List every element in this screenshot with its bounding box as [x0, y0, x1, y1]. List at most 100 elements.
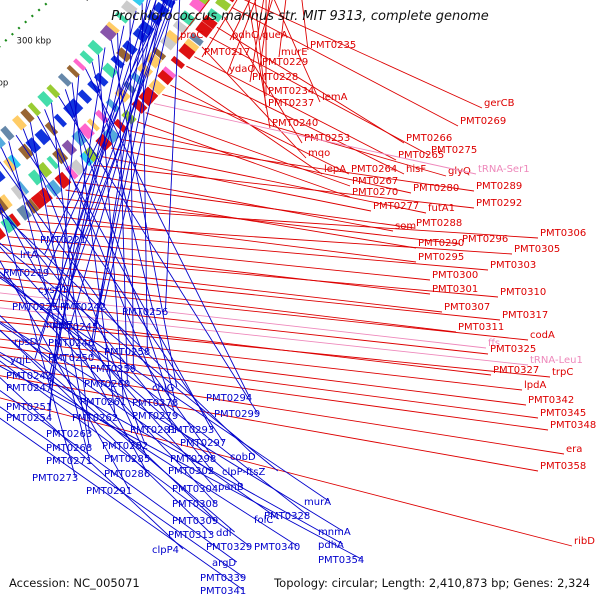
reverse-gene-block	[25, 137, 41, 154]
reverse-label-leader	[0, 322, 280, 520]
reverse-feature-block	[132, 0, 145, 6]
reverse-gene-label: PMT0242	[60, 302, 106, 313]
reverse-label-leader	[64, 89, 176, 416]
forward-label-leader	[111, 147, 427, 214]
forward-gene-block	[45, 179, 63, 197]
forward-gene-label: PMT0301	[432, 284, 478, 295]
reverse-gene-block	[34, 128, 51, 146]
reverse-gene-label: PMT0282	[102, 441, 148, 452]
reverse-label-leader	[0, 329, 212, 535]
reverse-gene-label: PMT0294	[206, 393, 252, 404]
reverse-label-leader	[0, 203, 148, 474]
forward-label-leader	[102, 156, 372, 212]
reverse-gene-label: PMT0251	[6, 402, 52, 413]
reverse-label-leader	[0, 360, 250, 547]
reverse-label-leader	[44, 109, 174, 430]
reverse-gene-label: PMT0354	[318, 555, 364, 566]
reverse-feature-block	[57, 73, 72, 87]
reverse-gene-label: PMT0263	[46, 429, 92, 440]
forward-feature-block	[28, 169, 44, 186]
reverse-gene-label: PMT0298	[170, 454, 216, 465]
reverse-label-leader	[54, 0, 169, 307]
topology-text: Topology: circular; Length: 2,410,873 bp…	[274, 576, 590, 590]
reverse-gene-label: PMT0329	[206, 542, 252, 553]
forward-gene-label: PMT0306	[540, 228, 586, 239]
forward-feature-block	[172, 19, 189, 35]
forward-gene-block	[201, 14, 218, 30]
forward-gene-label: ydaO	[229, 64, 255, 75]
reverse-label-leader	[0, 406, 244, 578]
forward-gene-label: lemA	[322, 92, 348, 103]
reverse-label-leader	[0, 277, 330, 502]
reverse-gene-label: PMT0286	[104, 469, 150, 480]
forward-gene-label: lepA	[324, 164, 346, 175]
reverse-label-leader	[44, 0, 166, 255]
reverse-label-leader	[22, 128, 146, 446]
forward-gene-label: PMT0342	[528, 395, 574, 406]
forward-gene-label: PMT0290	[418, 238, 464, 249]
forward-feature-block	[136, 62, 154, 79]
reverse-feature-block	[114, 11, 129, 24]
forward-gene-label: PMT0289	[476, 181, 522, 192]
forward-gene-label: gerCB	[484, 98, 515, 109]
reverse-gene-label: PMT0308	[172, 499, 218, 510]
reverse-feature-block	[121, 0, 138, 17]
reverse-label-leader	[164, 0, 181, 312]
accession-text: Accession: NC_005071	[9, 576, 140, 590]
reverse-label-leader	[0, 206, 212, 471]
forward-gene-block	[229, 0, 235, 3]
reverse-label-leader	[0, 271, 244, 487]
forward-label-leader	[259, 0, 273, 41]
forward-gene-label: PMT0275	[431, 145, 477, 156]
forward-gene-label: ffs	[488, 338, 500, 349]
forward-label-leader	[209, 36, 430, 156]
reverse-label-leader	[98, 54, 124, 402]
reverse-feature-block	[105, 21, 120, 35]
reverse-gene-label: PMT0245	[52, 322, 98, 333]
reverse-label-leader	[70, 0, 165, 325]
forward-gene-label: proC	[180, 30, 203, 41]
forward-gene-label: PMT0348	[550, 420, 596, 431]
reverse-gene-block	[116, 47, 132, 63]
forward-label-leader	[56, 197, 461, 245]
forward-gene-label: PMT0310	[500, 287, 546, 298]
forward-gene-label: PMT0307	[444, 302, 490, 313]
reverse-gene-block	[53, 113, 67, 128]
reverse-feature-block	[73, 58, 87, 71]
forward-label-leader	[162, 93, 447, 177]
forward-feature-block	[94, 109, 109, 124]
forward-gene-label: PMT0217	[204, 47, 250, 58]
reverse-feature-block	[0, 136, 6, 149]
reverse-label-leader	[0, 330, 235, 533]
reverse-label-leader	[0, 377, 184, 550]
forward-gene-block	[195, 21, 213, 38]
forward-gene-label: ribD	[574, 536, 595, 547]
forward-gene-label: PMT0240	[272, 118, 318, 129]
forward-gene-label: PMT0292	[476, 198, 522, 209]
forward-gene-block	[141, 86, 159, 103]
forward-label-leader	[145, 112, 351, 187]
forward-gene-block	[54, 171, 72, 189]
reverse-gene-label: PMT0221	[40, 235, 86, 246]
reverse-gene-label: PMT0254	[6, 413, 52, 424]
forward-gene-block	[138, 92, 153, 107]
forward-gene-label: PMT0288	[416, 218, 462, 229]
position-tick-label: 320 kbp	[0, 79, 8, 89]
forward-gene-label: PMT0296	[462, 234, 508, 245]
reverse-label-leader	[48, 47, 106, 407]
reverse-gene-label: PMT0285	[104, 454, 150, 465]
forward-gene-label: PMT0305	[514, 244, 560, 255]
reverse-gene-block	[0, 170, 6, 183]
forward-label-leader	[0, 321, 551, 378]
reverse-label-leader	[0, 389, 238, 563]
reverse-gene-label: PMT0309	[172, 516, 218, 527]
reverse-label-leader	[85, 68, 250, 398]
reverse-label-leader	[37, 115, 212, 430]
reverse-label-leader	[58, 95, 258, 414]
forward-feature-block	[105, 98, 120, 113]
forward-label-leader	[194, 56, 397, 161]
forward-label-leader	[278, 0, 287, 58]
reverse-feature-block	[66, 64, 80, 78]
forward-gene-label: PMT0235	[310, 40, 356, 51]
forward-gene-label: PMT0317	[502, 310, 548, 321]
